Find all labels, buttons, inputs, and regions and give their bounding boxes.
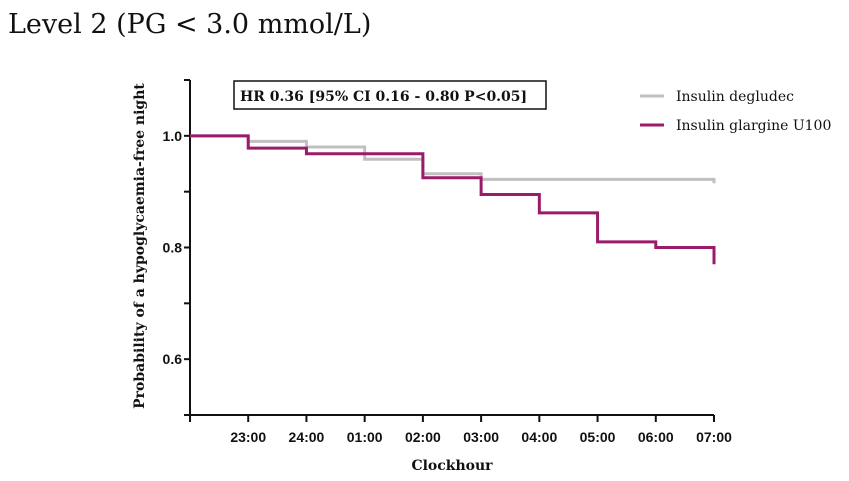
x-tick-label: 07:00 bbox=[696, 429, 732, 445]
series-line-0 bbox=[190, 134, 716, 184]
hazard-ratio-annotation: HR 0.36 [95% CI 0.16 - 0.80 P<0.05] bbox=[233, 80, 547, 110]
x-tick-label: 02:00 bbox=[405, 429, 441, 445]
x-tick-label: 24:00 bbox=[289, 429, 325, 445]
x-tick-label: 05:00 bbox=[580, 429, 616, 445]
legend-label: Insulin degludec bbox=[676, 89, 794, 105]
x-tick-label: 23:00 bbox=[230, 429, 266, 445]
series-layer bbox=[190, 134, 716, 265]
legend-label: Insulin glargine U100 bbox=[676, 118, 831, 134]
y-tick-label: 0.6 bbox=[163, 351, 183, 367]
chart-title: Level 2 (PG < 3.0 mmol/L) bbox=[8, 9, 371, 40]
y-axis-label: Probability of a hypoglycaemia-free nigh… bbox=[132, 83, 148, 409]
y-tick-label: 1.0 bbox=[163, 128, 183, 144]
x-tick-label: 04:00 bbox=[521, 429, 557, 445]
x-tick-label: 03:00 bbox=[463, 429, 499, 445]
axes: 0.6 0.8 1.0 23:00 24:00 01:00 02:00 03:00 04:00 0… bbox=[163, 79, 732, 445]
x-tick-label: 06:00 bbox=[638, 429, 674, 445]
series-line-1 bbox=[190, 134, 716, 265]
annotation-text: HR 0.36 [95% CI 0.16 - 0.80 P<0.05] bbox=[240, 89, 527, 105]
legend: Insulin degludec Insulin glargine U100 bbox=[640, 89, 831, 134]
y-tick-label: 0.8 bbox=[163, 240, 183, 256]
annotation-box bbox=[233, 80, 547, 110]
x-tick-label: 01:00 bbox=[347, 429, 383, 445]
x-axis-label: Clockhour bbox=[411, 458, 493, 474]
